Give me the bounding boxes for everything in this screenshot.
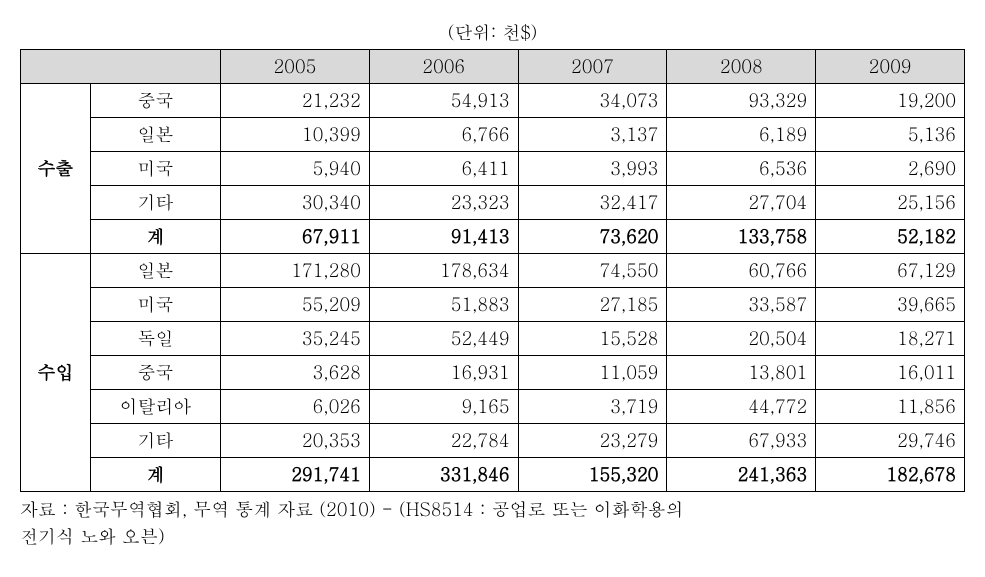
total-value-cell: 182,678 [816,458,965,492]
country-cell: 미국 [91,288,221,322]
value-cell: 67,933 [667,424,816,458]
total-value-cell: 73,620 [518,220,667,254]
table-row: 기타20,35322,78423,27967,93329,746 [21,424,965,458]
value-cell: 32,417 [518,186,667,220]
total-value-cell: 291,741 [221,458,370,492]
table-row: 미국55,20951,88327,18533,58739,665 [21,288,965,322]
value-cell: 23,323 [369,186,518,220]
value-cell: 22,784 [369,424,518,458]
value-cell: 20,353 [221,424,370,458]
value-cell: 171,280 [221,254,370,288]
country-cell: 일본 [91,118,221,152]
value-cell: 9,165 [369,390,518,424]
value-cell: 27,704 [667,186,816,220]
value-cell: 39,665 [816,288,965,322]
value-cell: 11,059 [518,356,667,390]
total-label: 계 [91,220,221,254]
value-cell: 6,536 [667,152,816,186]
trade-table: 2005 2006 2007 2008 2009 수출중국21,23254,91… [20,49,965,492]
country-cell: 일본 [91,254,221,288]
table-row: 수입일본171,280178,63474,55060,76667,129 [21,254,965,288]
header-blank [21,50,221,84]
value-cell: 20,504 [667,322,816,356]
header-year: 2007 [518,50,667,84]
value-cell: 6,411 [369,152,518,186]
country-cell: 중국 [91,356,221,390]
value-cell: 18,271 [816,322,965,356]
value-cell: 15,528 [518,322,667,356]
group-label: 수출 [21,84,91,254]
total-value-cell: 155,320 [518,458,667,492]
country-cell: 독일 [91,322,221,356]
total-value-cell: 331,846 [369,458,518,492]
table-row: 기타30,34023,32332,41727,70425,156 [21,186,965,220]
header-year: 2008 [667,50,816,84]
header-year: 2009 [816,50,965,84]
table-header-row: 2005 2006 2007 2008 2009 [21,50,965,84]
value-cell: 44,772 [667,390,816,424]
country-cell: 기타 [91,424,221,458]
table-row: 중국3,62816,93111,05913,80116,011 [21,356,965,390]
table-row: 이탈리아6,0269,1653,71944,77211,856 [21,390,965,424]
total-label: 계 [91,458,221,492]
table-row: 수출중국21,23254,91334,07393,32919,200 [21,84,965,118]
table-row: 독일35,24552,44915,52820,50418,271 [21,322,965,356]
value-cell: 34,073 [518,84,667,118]
value-cell: 3,137 [518,118,667,152]
value-cell: 16,011 [816,356,965,390]
total-value-cell: 52,182 [816,220,965,254]
total-value-cell: 241,363 [667,458,816,492]
value-cell: 52,449 [369,322,518,356]
value-cell: 6,189 [667,118,816,152]
total-value-cell: 67,911 [221,220,370,254]
value-cell: 54,913 [369,84,518,118]
value-cell: 3,993 [518,152,667,186]
value-cell: 5,136 [816,118,965,152]
value-cell: 13,801 [667,356,816,390]
country-cell: 중국 [91,84,221,118]
table-row: 일본10,3996,7663,1376,1895,136 [21,118,965,152]
value-cell: 5,940 [221,152,370,186]
value-cell: 16,931 [369,356,518,390]
value-cell: 6,026 [221,390,370,424]
value-cell: 3,628 [221,356,370,390]
total-value-cell: 133,758 [667,220,816,254]
table-row: 미국5,9406,4113,9936,5362,690 [21,152,965,186]
value-cell: 23,279 [518,424,667,458]
value-cell: 2,690 [816,152,965,186]
country-cell: 미국 [91,152,221,186]
country-cell: 이탈리아 [91,390,221,424]
value-cell: 11,856 [816,390,965,424]
value-cell: 93,329 [667,84,816,118]
value-cell: 21,232 [221,84,370,118]
value-cell: 55,209 [221,288,370,322]
total-row: 계67,91191,41373,620133,75852,182 [21,220,965,254]
value-cell: 35,245 [221,322,370,356]
value-cell: 60,766 [667,254,816,288]
total-value-cell: 91,413 [369,220,518,254]
value-cell: 19,200 [816,84,965,118]
value-cell: 27,185 [518,288,667,322]
source-note: 자료 : 한국무역협회, 무역 통계 자료 (2010) - (HS8514 :… [20,496,965,550]
group-label: 수입 [21,254,91,492]
value-cell: 25,156 [816,186,965,220]
value-cell: 3,719 [518,390,667,424]
source-note-line1: 자료 : 한국무역협회, 무역 통계 자료 (2010) - (HS8514 :… [20,497,684,522]
country-cell: 기타 [91,186,221,220]
value-cell: 51,883 [369,288,518,322]
value-cell: 33,587 [667,288,816,322]
source-note-line2: 전기식 노와 오븐) [20,524,165,549]
header-year: 2006 [369,50,518,84]
value-cell: 29,746 [816,424,965,458]
total-row: 계291,741331,846155,320241,363182,678 [21,458,965,492]
value-cell: 30,340 [221,186,370,220]
value-cell: 178,634 [369,254,518,288]
unit-label: (단위: 천$) [20,20,965,45]
value-cell: 6,766 [369,118,518,152]
value-cell: 10,399 [221,118,370,152]
header-year: 2005 [221,50,370,84]
value-cell: 67,129 [816,254,965,288]
value-cell: 74,550 [518,254,667,288]
